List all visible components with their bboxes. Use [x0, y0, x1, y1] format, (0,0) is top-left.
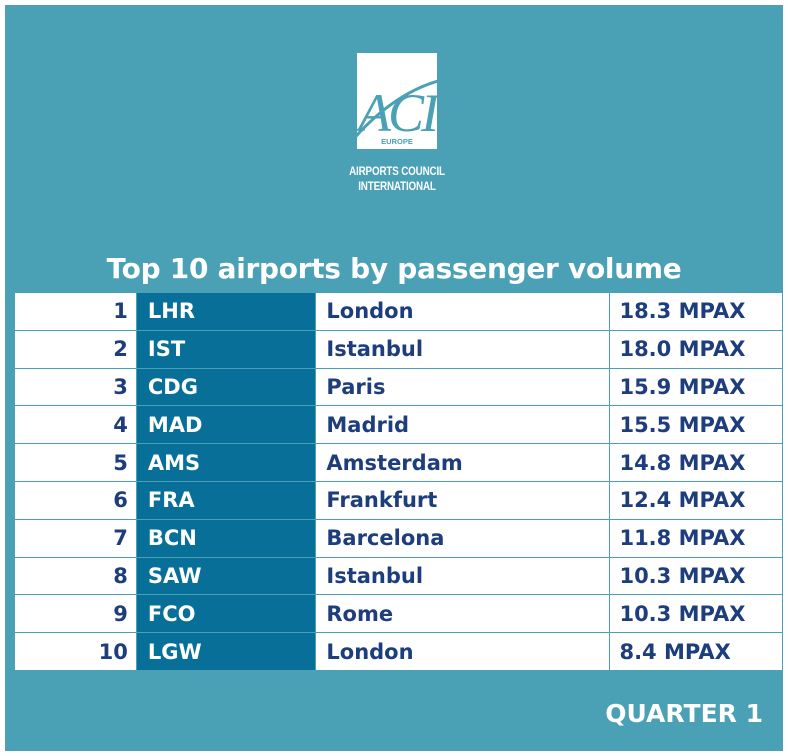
city-cell: Frankfurt — [315, 480, 611, 520]
logo-mark-text: ACI — [357, 83, 437, 143]
ranking-table-body: 1 LHR London 18.3 MPAX 2 IST Istanbul 18.0 MPAX… — [14, 292, 783, 671]
table-row: 3 CDG Paris 15.9 MPAX — [14, 367, 783, 407]
city-cell: Rome — [315, 594, 611, 634]
table-row: 1 LHR London 18.3 MPAX — [14, 292, 783, 331]
city-cell: Istanbul — [315, 556, 611, 596]
logo-organization-name: AIRPORTS COUNCIL INTERNATIONAL — [340, 164, 455, 194]
rank-cell: 9 — [14, 594, 137, 634]
infographic-panel: ACI EUROPE AIRPORTS COUNCIL INTERNATIONA… — [5, 5, 783, 751]
airport-code-cell: FRA — [135, 480, 317, 520]
table-row: 4 MAD Madrid 15.5 MPAX — [14, 405, 783, 445]
passenger-volume-cell: 10.3 MPAX — [609, 594, 783, 634]
rank-cell: 7 — [14, 518, 137, 558]
city-cell: Barcelona — [315, 518, 611, 558]
airport-code-cell: LGW — [135, 632, 317, 671]
rank-cell: 2 — [14, 329, 137, 369]
rank-cell: 3 — [14, 367, 137, 407]
airport-code-cell: BCN — [135, 518, 317, 558]
table-row: 10 LGW London 8.4 MPAX — [14, 632, 783, 671]
table-row: 9 FCO Rome 10.3 MPAX — [14, 594, 783, 634]
passenger-volume-cell: 18.0 MPAX — [609, 329, 783, 369]
rank-cell: 6 — [14, 480, 137, 520]
passenger-volume-cell: 11.8 MPAX — [609, 518, 783, 558]
logo-org-line1: AIRPORTS COUNCIL — [349, 164, 445, 178]
rank-cell: 1 — [14, 292, 137, 331]
airport-code-cell: FCO — [135, 594, 317, 634]
rank-cell: 5 — [14, 443, 137, 482]
table-row: 6 FRA Frankfurt 12.4 MPAX — [14, 480, 783, 520]
rank-cell: 4 — [14, 405, 137, 445]
city-cell: Amsterdam — [315, 443, 611, 482]
airport-code-cell: IST — [135, 329, 317, 369]
city-cell: Paris — [315, 367, 611, 407]
airport-code-cell: SAW — [135, 556, 317, 596]
passenger-volume-cell: 14.8 MPAX — [609, 443, 783, 482]
passenger-volume-cell: 15.9 MPAX — [609, 367, 783, 407]
airport-code-cell: LHR — [135, 292, 317, 331]
quarter-label: QUARTER 1 — [605, 699, 763, 728]
page-title: Top 10 airports by passenger volume — [106, 252, 682, 285]
city-cell: Istanbul — [315, 329, 611, 369]
aci-europe-logo: ACI EUROPE — [357, 53, 437, 149]
airport-code-cell: CDG — [135, 367, 317, 407]
logo-org-line2: INTERNATIONAL — [358, 179, 436, 193]
table-row: 8 SAW Istanbul 10.3 MPAX — [14, 556, 783, 596]
passenger-volume-cell: 10.3 MPAX — [609, 556, 783, 596]
airport-code-cell: MAD — [135, 405, 317, 445]
passenger-volume-cell: 12.4 MPAX — [609, 480, 783, 520]
city-cell: London — [315, 632, 611, 671]
ranking-table: 1 LHR London 18.3 MPAX 2 IST Istanbul 18.0 MPAX… — [14, 292, 783, 671]
airport-code-cell: AMS — [135, 443, 317, 482]
passenger-volume-cell: 18.3 MPAX — [609, 292, 783, 331]
city-cell: London — [315, 292, 611, 331]
logo-region-text: EUROPE — [381, 137, 413, 146]
aci-logo-mark: ACI EUROPE — [357, 79, 437, 146]
table-row: 5 AMS Amsterdam 14.8 MPAX — [14, 443, 783, 482]
table-row: 7 BCN Barcelona 11.8 MPAX — [14, 518, 783, 558]
passenger-volume-cell: 15.5 MPAX — [609, 405, 783, 445]
passenger-volume-cell: 8.4 MPAX — [609, 632, 783, 671]
table-row: 2 IST Istanbul 18.0 MPAX — [14, 329, 783, 369]
rank-cell: 10 — [14, 632, 137, 671]
rank-cell: 8 — [14, 556, 137, 596]
city-cell: Madrid — [315, 405, 611, 445]
